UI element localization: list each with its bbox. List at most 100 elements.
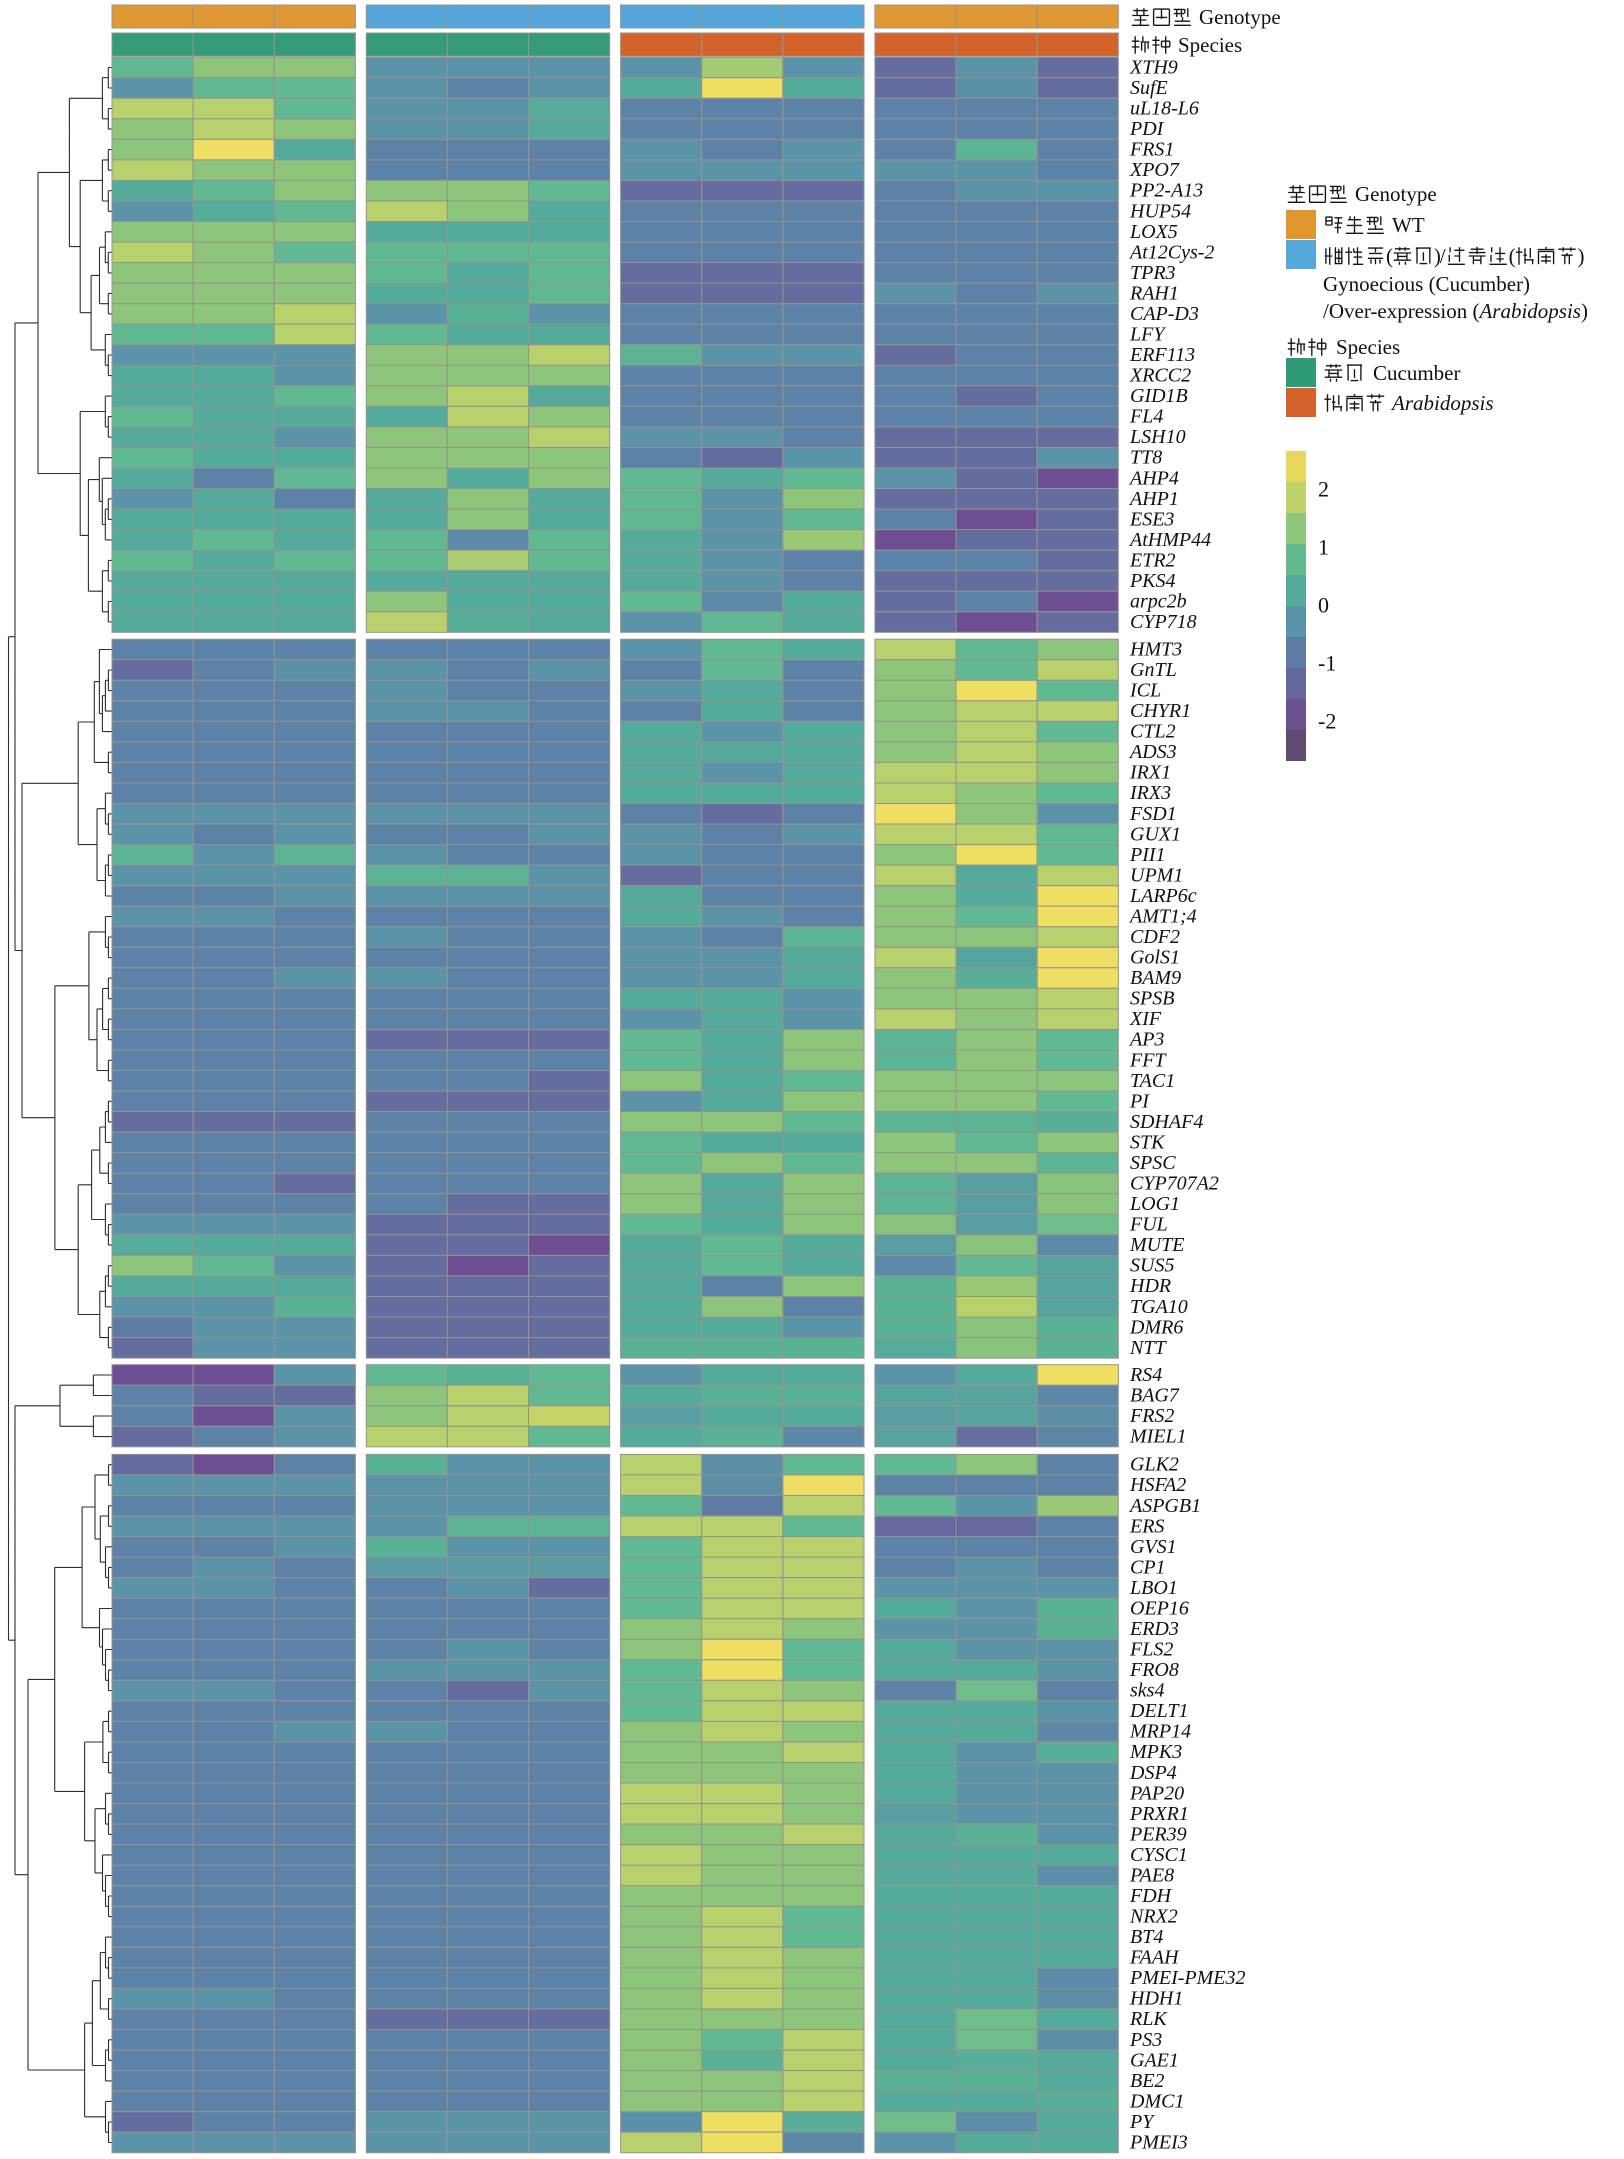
svg-text:Gynoecious (Cucumber): Gynoecious (Cucumber) [1323, 272, 1530, 296]
svg-text:ETR2: ETR2 [1129, 549, 1176, 571]
svg-text:PS3: PS3 [1129, 2029, 1162, 2051]
svg-text:AHP1: AHP1 [1128, 488, 1179, 510]
svg-text:IRX3: IRX3 [1129, 782, 1171, 804]
svg-text:HDR: HDR [1129, 1275, 1171, 1297]
svg-text:SufE: SufE [1130, 77, 1168, 99]
svg-text:GnTL: GnTL [1130, 659, 1177, 681]
svg-text:GAE1: GAE1 [1130, 2049, 1179, 2071]
svg-text:PY: PY [1129, 2111, 1155, 2133]
svg-text:PP2-A13: PP2-A13 [1129, 180, 1203, 202]
svg-text:UPM1: UPM1 [1130, 864, 1183, 886]
svg-text:GolS1: GolS1 [1130, 947, 1180, 969]
svg-text:ASPGB1: ASPGB1 [1128, 1495, 1201, 1517]
svg-text:-1: -1 [1318, 651, 1336, 676]
svg-text:DMR6: DMR6 [1129, 1316, 1183, 1338]
svg-text:Genotype: Genotype [1355, 182, 1437, 206]
svg-text:PAP20: PAP20 [1129, 1782, 1184, 1804]
svg-text:RS4: RS4 [1129, 1364, 1162, 1386]
svg-text:HSFA2: HSFA2 [1129, 1474, 1186, 1496]
svg-text:(: ( [1509, 244, 1516, 268]
svg-text:PI: PI [1129, 1090, 1150, 1112]
svg-text:TAC1: TAC1 [1130, 1070, 1175, 1092]
svg-text:DELT1: DELT1 [1129, 1700, 1189, 1722]
svg-text:CYP718: CYP718 [1130, 611, 1197, 633]
svg-text:PMEI3: PMEI3 [1129, 2132, 1188, 2154]
svg-text:Cucumber: Cucumber [1373, 361, 1460, 385]
svg-text:): ) [1578, 244, 1585, 268]
svg-text:At12Cys-2: At12Cys-2 [1128, 241, 1214, 263]
svg-text:RLK: RLK [1129, 2008, 1168, 2030]
svg-text:FDH: FDH [1129, 1885, 1173, 1907]
svg-text:NTT: NTT [1129, 1337, 1167, 1359]
svg-text:FUL: FUL [1129, 1214, 1168, 1236]
svg-text:PMEI-PME32: PMEI-PME32 [1129, 1967, 1246, 1989]
svg-text:ADS3: ADS3 [1128, 741, 1177, 763]
svg-text:CTL2: CTL2 [1130, 721, 1176, 743]
svg-text:HUP54: HUP54 [1129, 200, 1191, 222]
svg-text:SDHAF4: SDHAF4 [1130, 1111, 1203, 1133]
svg-text:GVS1: GVS1 [1130, 1536, 1177, 1558]
svg-text:AHP4: AHP4 [1128, 467, 1179, 489]
svg-text:ERS: ERS [1129, 1515, 1164, 1537]
svg-text:): ) [1434, 244, 1441, 268]
svg-text:STK: STK [1130, 1131, 1166, 1153]
svg-text:BE2: BE2 [1130, 2070, 1164, 2092]
svg-text:XIF: XIF [1129, 1008, 1162, 1030]
svg-text:PII1: PII1 [1129, 844, 1166, 866]
svg-text:ERD3: ERD3 [1129, 1618, 1179, 1640]
svg-text:/Over-expression (Arabidopsis): /Over-expression (Arabidopsis) [1323, 299, 1588, 323]
svg-text:PDI: PDI [1129, 118, 1165, 140]
svg-text:LSH10: LSH10 [1129, 426, 1186, 448]
svg-text:/: / [1440, 244, 1446, 268]
svg-text:ICL: ICL [1129, 680, 1161, 702]
svg-text:SPSC: SPSC [1130, 1152, 1176, 1174]
svg-text:PKS4: PKS4 [1129, 570, 1176, 592]
svg-text:FRS1: FRS1 [1129, 139, 1174, 161]
svg-text:uL18-L6: uL18-L6 [1130, 98, 1199, 120]
svg-text:(: ( [1386, 244, 1393, 268]
svg-text:FSD1: FSD1 [1129, 803, 1177, 825]
svg-text:BAG7: BAG7 [1130, 1385, 1180, 1407]
svg-text:XRCC2: XRCC2 [1129, 365, 1191, 387]
svg-text:1: 1 [1318, 535, 1329, 560]
svg-text:TPR3: TPR3 [1130, 262, 1176, 284]
svg-text:MUTE: MUTE [1129, 1234, 1184, 1256]
svg-text:Genotype: Genotype [1199, 5, 1281, 29]
svg-text:sks4: sks4 [1130, 1680, 1164, 1702]
svg-text:BT4: BT4 [1130, 1926, 1163, 1948]
svg-text:XPO7: XPO7 [1129, 159, 1180, 181]
svg-text:ERF113: ERF113 [1129, 344, 1195, 366]
svg-text:DMC1: DMC1 [1129, 2090, 1184, 2112]
svg-text:CP1: CP1 [1130, 1556, 1166, 1578]
svg-text:HMT3: HMT3 [1129, 639, 1182, 661]
svg-text:arpc2b: arpc2b [1130, 591, 1187, 613]
svg-text:MRP14: MRP14 [1129, 1721, 1191, 1743]
svg-text:FRO8: FRO8 [1129, 1659, 1179, 1681]
svg-text:PER39: PER39 [1129, 1823, 1187, 1845]
svg-text:2: 2 [1318, 477, 1329, 502]
svg-text:GLK2: GLK2 [1130, 1454, 1179, 1476]
svg-text:PAE8: PAE8 [1129, 1865, 1174, 1887]
svg-text:Species: Species [1336, 335, 1400, 359]
svg-text:DSP4: DSP4 [1129, 1762, 1177, 1784]
svg-text:0: 0 [1318, 593, 1329, 618]
svg-text:IRX1: IRX1 [1129, 762, 1171, 784]
svg-text:SUS5: SUS5 [1130, 1255, 1174, 1277]
svg-text:AtHMP44: AtHMP44 [1128, 529, 1211, 551]
svg-text:CYP707A2: CYP707A2 [1130, 1173, 1219, 1195]
svg-text:Species: Species [1178, 33, 1242, 57]
svg-text:TGA10: TGA10 [1130, 1296, 1188, 1318]
svg-text:XTH9: XTH9 [1129, 57, 1178, 79]
svg-text:GID1B: GID1B [1130, 385, 1188, 407]
svg-text:SPSB: SPSB [1130, 988, 1174, 1010]
svg-text:LBO1: LBO1 [1129, 1577, 1178, 1599]
svg-text:FRS2: FRS2 [1129, 1405, 1174, 1427]
svg-text:PRXR1: PRXR1 [1129, 1803, 1189, 1825]
svg-text:BAM9: BAM9 [1130, 967, 1181, 989]
svg-text:FAAH: FAAH [1129, 1947, 1180, 1969]
svg-text:FFT: FFT [1129, 1049, 1167, 1071]
svg-text:NRX2: NRX2 [1129, 1906, 1178, 1928]
svg-text:LFY: LFY [1129, 324, 1166, 346]
svg-text:CDF2: CDF2 [1130, 926, 1180, 948]
svg-text:LOG1: LOG1 [1129, 1193, 1180, 1215]
